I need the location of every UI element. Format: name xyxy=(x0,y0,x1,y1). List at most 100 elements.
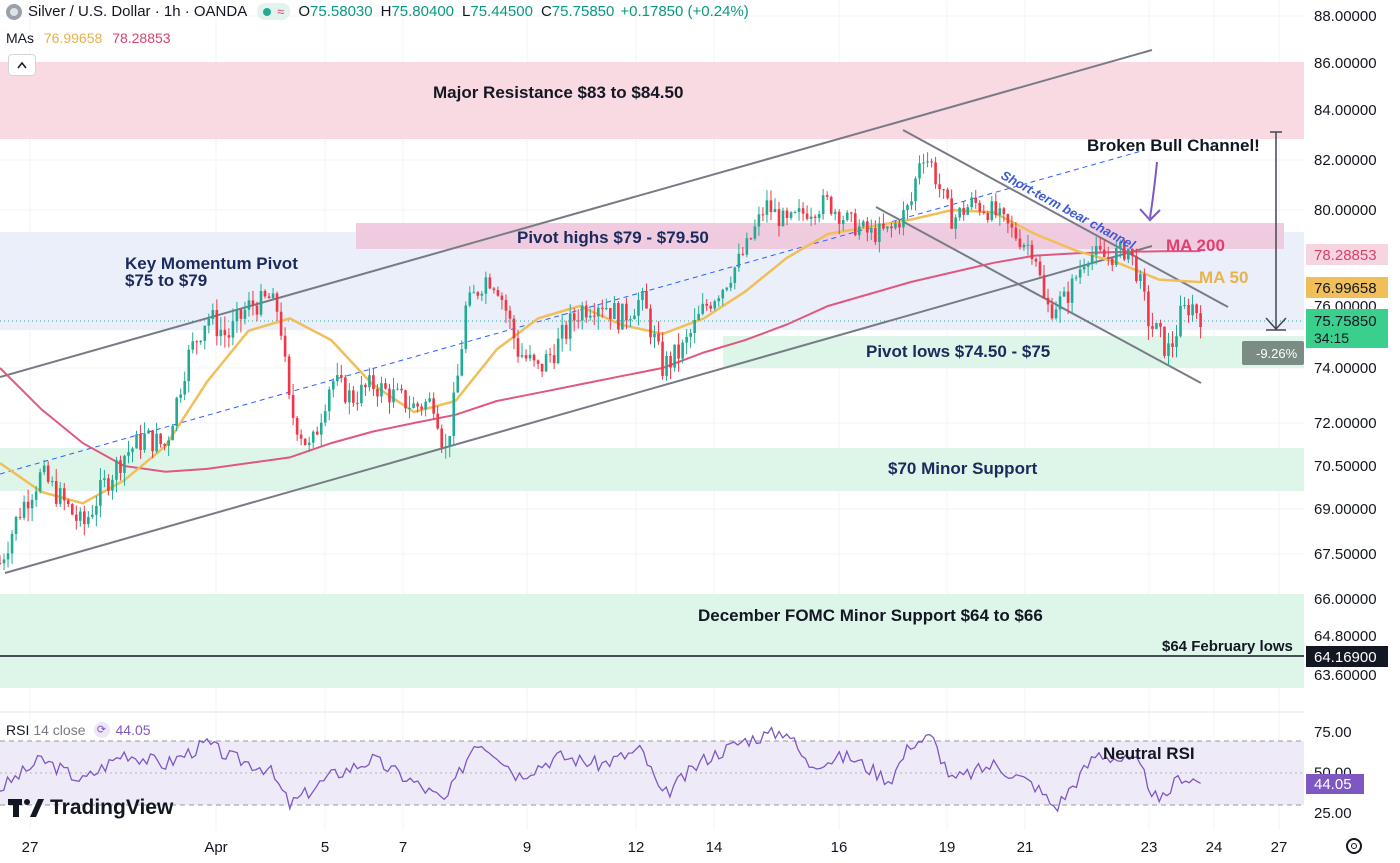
candle-body xyxy=(476,292,480,296)
candle-body xyxy=(103,478,106,481)
candle-body xyxy=(295,417,299,435)
time-axis[interactable]: 27 Apr 5 7 9 12 14 16 19 21 23 24 27 xyxy=(22,839,1288,856)
candle-body xyxy=(773,209,777,213)
candle-body xyxy=(1135,255,1138,282)
candle-body xyxy=(480,293,484,296)
candle-body xyxy=(982,211,986,214)
candle-body xyxy=(223,329,227,336)
mas-label: MAs xyxy=(6,30,34,46)
symbol-title[interactable]: Silver / U.S. Dollar · 1h · OANDA xyxy=(28,3,248,20)
candle-body xyxy=(733,267,737,283)
candle-body xyxy=(340,375,343,378)
candle-body xyxy=(613,303,616,320)
candle-body xyxy=(384,383,387,389)
ma200-label: MA 200 xyxy=(1166,236,1225,255)
candle-body xyxy=(167,440,170,446)
candle-body xyxy=(38,472,42,492)
candle-body xyxy=(364,384,367,388)
candle-body xyxy=(34,491,38,500)
candle-body xyxy=(974,197,978,203)
open-label: O xyxy=(298,3,311,20)
candle-body xyxy=(721,289,725,299)
candle-body xyxy=(271,293,275,299)
mas-legend[interactable]: MAs 76.99658 78.28853 xyxy=(6,30,171,46)
candle-body xyxy=(420,406,423,410)
candle-body xyxy=(1163,326,1166,356)
chevron-up-icon xyxy=(17,61,27,69)
candle-body xyxy=(46,465,50,482)
candle-body xyxy=(1066,291,1070,303)
candle-body xyxy=(1050,304,1054,319)
candle-body xyxy=(942,189,945,191)
candle-body xyxy=(179,394,182,398)
candle-body xyxy=(1175,336,1178,347)
candle-body xyxy=(1147,291,1150,327)
candle-body xyxy=(890,226,893,229)
collapse-legend-button[interactable] xyxy=(8,54,36,76)
settings-gear-icon[interactable] xyxy=(1346,838,1362,854)
candle-body xyxy=(18,516,22,518)
candle-body xyxy=(845,212,849,221)
candle-body xyxy=(926,161,929,163)
candle-body xyxy=(894,223,897,229)
candle-body xyxy=(753,226,757,239)
candle-body xyxy=(448,435,452,447)
close-label: C xyxy=(540,3,552,20)
candle-body xyxy=(548,354,552,356)
candle-body xyxy=(352,390,355,403)
candle-body xyxy=(259,291,263,315)
candle-body xyxy=(83,511,86,525)
candle-body xyxy=(66,500,70,505)
candle-body xyxy=(344,377,347,403)
pivot-lows-label: Pivot lows $74.50 - $75 xyxy=(866,342,1050,361)
candle-body xyxy=(247,300,251,310)
candle-body xyxy=(14,516,18,534)
candle-body xyxy=(544,354,548,372)
sync-icon[interactable]: ⟳ xyxy=(93,722,110,738)
candle-body xyxy=(857,226,861,236)
candle-body xyxy=(1034,258,1038,262)
candle-body xyxy=(910,201,913,206)
candle-body xyxy=(886,226,889,229)
candle-body xyxy=(1022,245,1026,248)
silver-coin-icon xyxy=(6,3,22,20)
candle-body xyxy=(801,208,805,214)
feb-lows-label: $64 February lows xyxy=(1162,638,1293,655)
candle-body xyxy=(757,214,761,227)
candle-body xyxy=(1195,304,1198,314)
candle-body xyxy=(946,189,949,199)
candle-body xyxy=(705,303,709,306)
feb-low-price-tag xyxy=(1306,646,1388,667)
fomc-support-zone xyxy=(0,594,1304,688)
broken-channel-arrowhead-icon xyxy=(1139,208,1161,222)
time-tick-label: 27 xyxy=(1271,839,1288,856)
price-tick-label: 86.00000 xyxy=(1314,55,1377,72)
candle-body xyxy=(1155,323,1158,329)
candle-body xyxy=(488,277,492,289)
candle-body xyxy=(629,319,632,321)
rsi-value-tag xyxy=(1306,774,1364,794)
symbol-header[interactable]: Silver / U.S. Dollar · 1h · OANDA ≈ O 75.… xyxy=(6,3,749,20)
candle-body xyxy=(701,303,704,314)
price-tick-label: 82.00000 xyxy=(1314,152,1377,169)
tradingview-logo[interactable]: TradingView xyxy=(8,796,173,820)
broken-bull-label: Broken Bull Channel! xyxy=(1087,136,1260,155)
bull-channel-lower xyxy=(4,245,1153,574)
candle-body xyxy=(452,392,456,436)
fomc-support-label: December FOMC Minor Support $64 to $66 xyxy=(698,606,1043,625)
candle-body xyxy=(508,310,512,319)
candle-body xyxy=(472,292,476,294)
candle-body xyxy=(1042,275,1046,298)
candle-body xyxy=(203,325,207,341)
candle-body xyxy=(874,228,877,242)
rsi-legend[interactable]: RSI 14 close ⟳ 44.05 xyxy=(6,722,151,738)
candle-body xyxy=(954,217,957,229)
candle-body xyxy=(1167,343,1170,356)
candle-body xyxy=(709,305,713,309)
candle-body xyxy=(1002,208,1006,215)
market-status-pill[interactable]: ≈ xyxy=(257,3,291,20)
candle-body xyxy=(609,308,612,320)
candle-body xyxy=(311,431,315,443)
